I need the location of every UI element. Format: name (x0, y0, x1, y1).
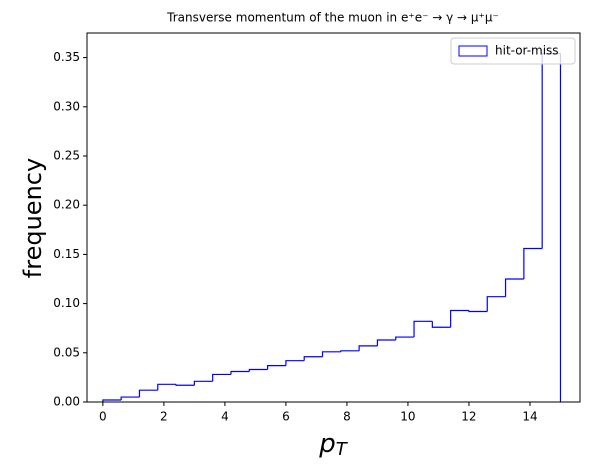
histogram-bin (395, 336, 415, 341)
axes-frame (86, 32, 581, 403)
histogram-bin (541, 53, 562, 402)
histogram-bin (413, 320, 433, 338)
x-tick-label: 4 (221, 410, 229, 424)
y-tick-label: 0.10 (53, 296, 80, 310)
histogram-bin (468, 310, 488, 313)
x-tick-label: 2 (160, 410, 168, 424)
histogram-bin (358, 345, 378, 351)
histogram-bin (431, 321, 451, 328)
y-tick-label: 0.35 (53, 50, 80, 64)
histogram-bin (340, 350, 360, 352)
y-tick-label: 0.05 (53, 345, 80, 359)
histogram-bin (138, 389, 158, 398)
legend-box (450, 37, 576, 65)
y-tick-label: 0.25 (53, 149, 80, 163)
y-axis-label: frequency (19, 158, 47, 278)
histogram-bin (376, 339, 396, 346)
y-tick-label: 0.20 (53, 198, 80, 212)
histogram-bin (102, 399, 122, 402)
x-tick-label: 12 (461, 410, 476, 424)
x-tick-label: 0 (99, 410, 107, 424)
histogram-bin (230, 370, 250, 375)
x-tick-label: 8 (343, 410, 351, 424)
y-tick-label: 0.15 (53, 247, 80, 261)
x-axis-label: pT (318, 429, 349, 461)
x-tick-label: 14 (522, 410, 537, 424)
legend-label: hit-or-miss (495, 44, 559, 58)
histogram-bin (193, 380, 213, 386)
histogram-bin (212, 373, 231, 382)
histogram-bin (504, 278, 524, 297)
legend-swatch (458, 45, 488, 57)
histogram-bin (267, 364, 286, 370)
y-tick-label: 0.30 (53, 99, 80, 113)
histogram-bin (120, 396, 140, 401)
chart-title: Transverse momentum of the muon in e⁺e⁻ … (166, 11, 499, 25)
histogram-bin (486, 296, 506, 312)
histogram-bin (248, 368, 268, 372)
histogram-bin (450, 309, 469, 328)
x-tick-label: 10 (400, 410, 415, 424)
x-tick-label: 6 (282, 410, 290, 424)
y-tick-label: 0.00 (53, 395, 80, 409)
histogram-bin (321, 351, 341, 357)
histogram-bin (285, 360, 305, 366)
histogram-bin (157, 383, 177, 391)
histogram-bin (523, 247, 543, 279)
histogram-bin (175, 384, 195, 386)
histogram-bin (303, 356, 323, 361)
